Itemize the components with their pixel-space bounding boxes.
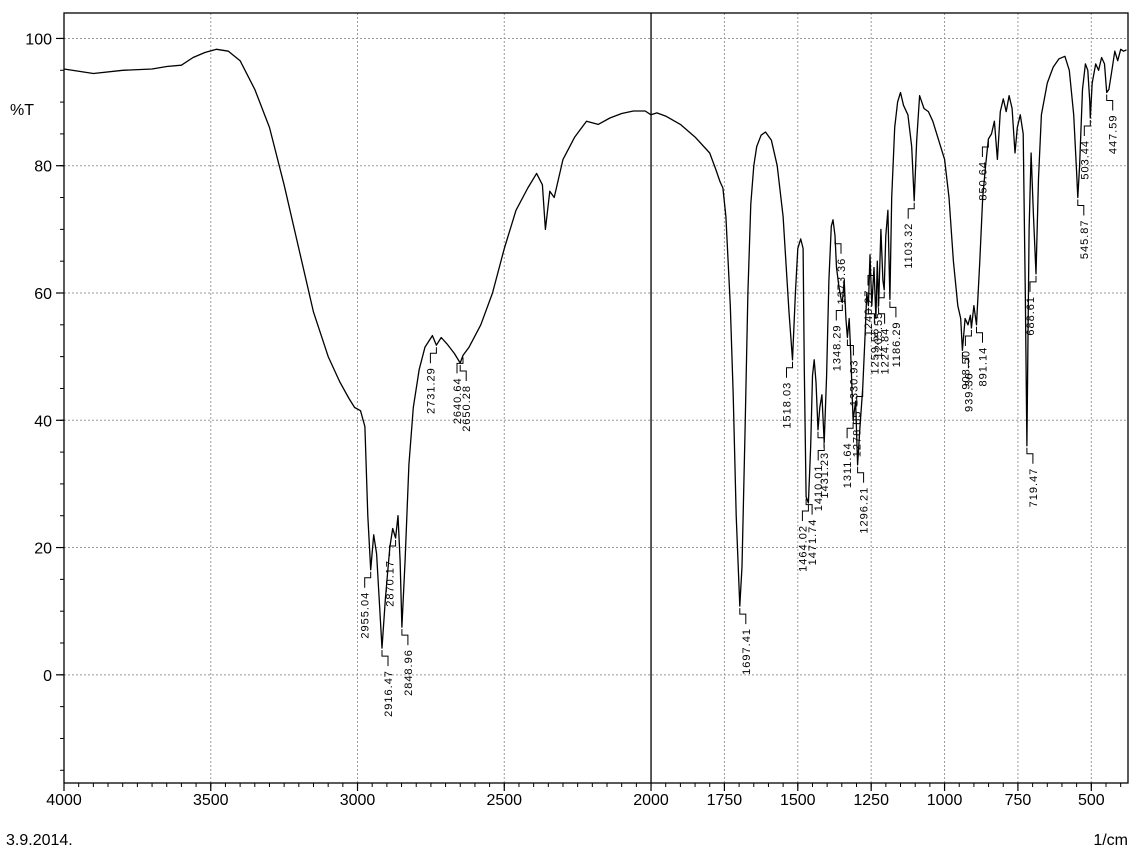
x-tick-label-4: 2000: [633, 792, 669, 809]
annotation-label-33: 447.59: [1108, 115, 1120, 155]
x-axis-label: 1/cm: [1093, 832, 1128, 849]
annotation-label-21: 1224.84: [880, 328, 892, 375]
spectrum-series: [63, 48, 1127, 649]
annotation-leader-6: [456, 357, 464, 374]
x-tick-label-8: 1000: [927, 792, 963, 809]
annotation-leader-11: [817, 431, 825, 448]
annotation-label-3: 2848.96: [403, 649, 415, 696]
y-tick-label-3: 40: [34, 413, 52, 430]
date-label: 3.9.2014.: [6, 832, 73, 849]
annotation-label-18: 1278.85: [852, 410, 864, 457]
y-tick-label-5: 0: [43, 668, 52, 685]
annotation-label-28: 850.64: [977, 161, 989, 201]
y-tick-label-2: 60: [34, 286, 52, 303]
annotation-leader-24: [907, 202, 915, 219]
annotation-leader-3: [401, 629, 409, 646]
annotation-label-7: 1697.41: [741, 628, 753, 675]
annotation-label-31: 545.87: [1079, 219, 1091, 259]
annotation-leader-25: [961, 352, 969, 369]
y-tick-label-0: 100: [25, 31, 52, 48]
annotation-leader-19: [867, 307, 875, 324]
annotation-label-11: 1431.23: [819, 452, 831, 499]
annotation-label-9: 1471.74: [807, 519, 819, 566]
annotation-label-15: 1330.93: [848, 359, 860, 406]
annotation-leader-17: [857, 466, 865, 483]
x-tick-label-9: 750: [1005, 792, 1032, 809]
annotation-label-30: 688.61: [1025, 296, 1037, 336]
annotation-label-22: 1205.55: [873, 312, 885, 359]
annotation-label-19: 1259.56: [869, 328, 881, 375]
annotation-label-17: 1296.21: [859, 487, 871, 534]
x-tick-label-3: 2500: [486, 792, 522, 809]
annotation-label-12: 1410.01: [813, 464, 825, 511]
x-tick-label-0: 4000: [46, 792, 82, 809]
annotation-leader-8: [786, 361, 793, 378]
annotation-label-8: 1518.03: [782, 382, 794, 429]
annotation-leader-23: [889, 301, 897, 318]
grid-lines: [63, 13, 1128, 783]
annotation-label-4: 2731.29: [425, 367, 437, 414]
annotation-label-1: 2916.47: [383, 670, 395, 717]
annotation-leader-33: [1106, 94, 1114, 111]
x-tick-label-2: 3000: [340, 792, 376, 809]
annotation-leader-18: [856, 390, 864, 407]
annotation-leader-21: [878, 307, 886, 324]
annotation-label-24: 1103.32: [903, 223, 915, 269]
annotation-label-5: 2650.28: [461, 385, 473, 432]
annotation-leader-2: [389, 540, 397, 556]
annotation-leader-12: [817, 444, 825, 461]
plot-frame: [63, 12, 1129, 784]
annotation-leader-31: [1077, 199, 1085, 216]
x-tick-label-6: 1500: [780, 792, 816, 809]
annotation-label-16: 1311.64: [842, 442, 854, 488]
y-tick-label-4: 20: [34, 541, 52, 558]
annotation-leader-9: [805, 498, 813, 515]
annotation-label-13: 1373.36: [836, 258, 848, 305]
annotation-leader-4: [429, 347, 437, 364]
x-tick-label-5: 1750: [707, 792, 743, 809]
annotation-label-6: 2640.64: [452, 377, 464, 424]
annotation-leader-32: [1083, 120, 1091, 136]
annotation-leader-16: [846, 422, 854, 439]
annotation-leader-30: [1029, 275, 1037, 292]
annotation-label-14: 1348.29: [831, 324, 843, 371]
annotation-leader-27: [976, 326, 983, 343]
annotation-leader-20: [867, 269, 875, 286]
annotation-leader-0: [364, 571, 372, 588]
annotation-label-20: 1240.27: [863, 289, 875, 336]
annotation-leader-7: [739, 608, 747, 625]
annotation-label-27: 891.14: [978, 347, 990, 387]
x-tick-label-7: 1250: [853, 792, 889, 809]
annotation-leader-28: [981, 141, 989, 157]
annotation-leader-15: [846, 339, 854, 356]
annotation-label-2: 2870.17: [385, 560, 397, 607]
axes: 4000 3500 3000 2500 2000 1750 1500 1250 1000 750 5…: [25, 12, 1129, 809]
annotation-leader-29: [1026, 447, 1034, 464]
annotation-label-26: 908.50: [960, 350, 972, 390]
annotation-label-0: 2955.04: [360, 592, 372, 639]
annotation-leader-5: [459, 365, 467, 381]
annotation-label-32: 503.44: [1079, 140, 1091, 180]
y-tick-label-1: 80: [34, 159, 52, 176]
annotation-leader-14: [835, 304, 843, 321]
annotation-leader-1: [381, 650, 389, 667]
annotation-label-10: 1464.02: [797, 525, 809, 572]
annotation-label-23: 1186.29: [891, 321, 903, 367]
x-tick-label-10: 500: [1078, 792, 1105, 809]
series-line-0: [63, 48, 1127, 649]
annotation-leader-13: [834, 237, 842, 254]
peak-annotations: 2955.04 2916.47 2870.17 2848.96 2731.29 2650.…: [360, 94, 1120, 717]
x-tick-label-1: 3500: [193, 792, 229, 809]
annotation-leader-26: [964, 330, 972, 346]
annotation-leader-22: [877, 291, 885, 308]
y-axis-label: %T: [10, 102, 34, 119]
annotation-label-29: 719.47: [1028, 468, 1040, 508]
annotation-label-25: 939.36: [963, 372, 975, 412]
annotation-leader-10: [801, 505, 809, 521]
